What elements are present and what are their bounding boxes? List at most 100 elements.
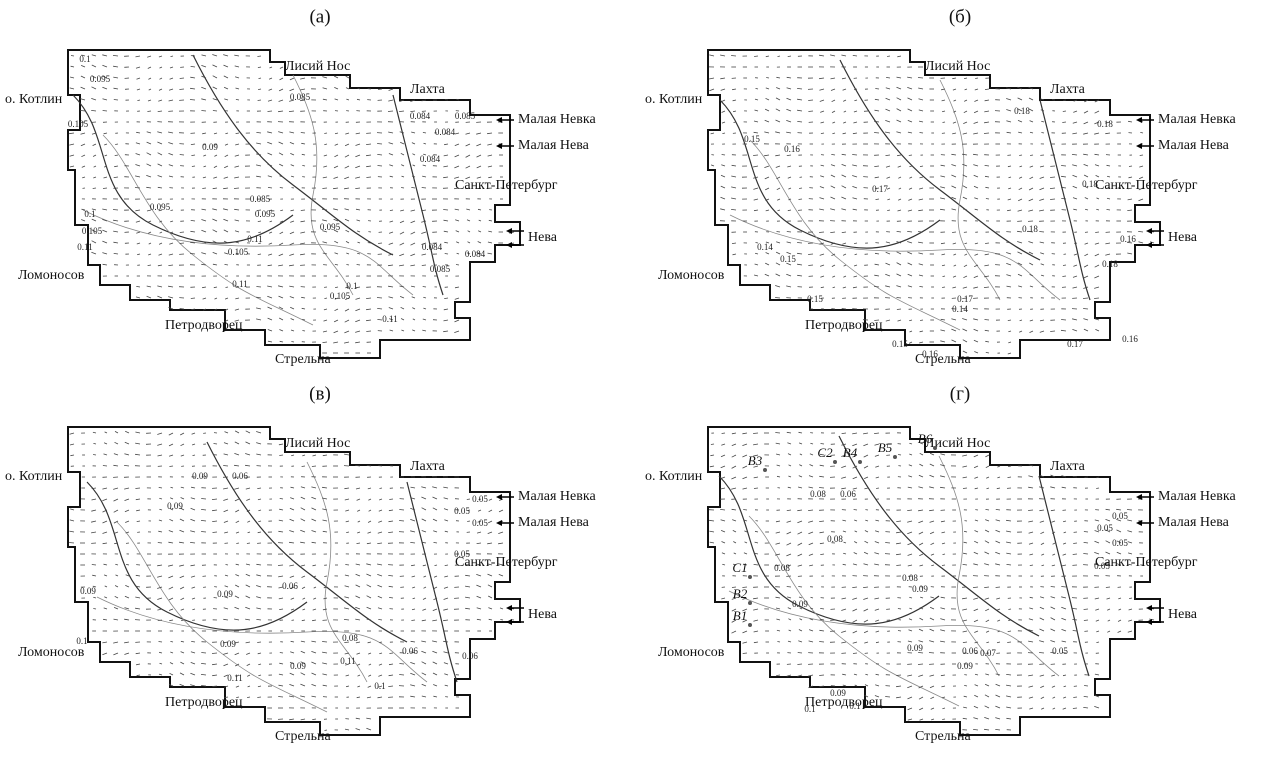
contour-label: 0.17 bbox=[957, 294, 973, 304]
flow-vector bbox=[1073, 276, 1077, 277]
flow-vector bbox=[379, 499, 382, 500]
flow-vector bbox=[212, 653, 217, 654]
flow-vector bbox=[1039, 510, 1044, 511]
flow-vector bbox=[290, 307, 294, 309]
flow-vector bbox=[898, 177, 901, 178]
flow-vector bbox=[1028, 487, 1033, 488]
flow-vector bbox=[268, 187, 272, 188]
flow-vector bbox=[235, 575, 239, 577]
flow-vector bbox=[323, 342, 328, 343]
flow-vector bbox=[102, 209, 107, 210]
flow-vector bbox=[412, 609, 415, 610]
flow-vector bbox=[489, 499, 492, 500]
flow-vector bbox=[345, 510, 349, 511]
flow-vector bbox=[909, 155, 912, 156]
flow-vector bbox=[258, 686, 261, 687]
flow-vector bbox=[357, 532, 360, 533]
flow-vector bbox=[369, 510, 371, 511]
flow-vector bbox=[314, 587, 316, 588]
flow-vector bbox=[92, 87, 97, 89]
flow-vector bbox=[820, 608, 824, 609]
flow-vector bbox=[775, 433, 780, 434]
flow-vector bbox=[1008, 166, 1011, 167]
flow-vector bbox=[423, 297, 426, 298]
flow-vector bbox=[422, 188, 426, 189]
flow-vector bbox=[1095, 598, 1099, 599]
flow-vector bbox=[754, 56, 758, 57]
flow-vector bbox=[984, 287, 989, 288]
flow-vector bbox=[114, 607, 118, 609]
flow-vector bbox=[953, 122, 956, 123]
contour-label: 0.105 bbox=[82, 226, 103, 236]
contour-label: 0.1 bbox=[84, 209, 95, 219]
flow-vector bbox=[811, 597, 814, 598]
place-name: Лисий Нос bbox=[285, 436, 350, 451]
flow-vector bbox=[920, 719, 924, 720]
flow-vector bbox=[853, 564, 857, 565]
flow-vector bbox=[291, 330, 294, 331]
flow-vector bbox=[258, 664, 261, 665]
flow-vector bbox=[732, 631, 737, 633]
flow-vector bbox=[146, 175, 151, 177]
flow-vector bbox=[279, 685, 284, 686]
flow-vector bbox=[819, 476, 824, 477]
flow-vector bbox=[488, 585, 492, 587]
flow-vector bbox=[1063, 111, 1066, 112]
flow-vector bbox=[234, 453, 239, 455]
flow-vector bbox=[478, 231, 481, 232]
flow-vector bbox=[974, 631, 978, 633]
flow-vector bbox=[400, 142, 404, 144]
flow-vector bbox=[213, 252, 217, 254]
flow-vector bbox=[1073, 209, 1077, 210]
flow-vector bbox=[234, 488, 239, 489]
flow-vector bbox=[69, 133, 74, 134]
flow-vector bbox=[775, 155, 780, 156]
flow-vector bbox=[389, 675, 393, 676]
flow-vector bbox=[468, 231, 470, 232]
flow-vector bbox=[1138, 231, 1143, 232]
station-label: B4 bbox=[843, 445, 858, 460]
flow-vector bbox=[346, 88, 349, 89]
flow-vector bbox=[390, 176, 393, 177]
flow-vector bbox=[843, 100, 846, 101]
arrow-head bbox=[496, 494, 502, 500]
flow-vector bbox=[831, 165, 835, 166]
flow-vector bbox=[291, 641, 294, 642]
flow-vector bbox=[279, 100, 283, 102]
flow-vector bbox=[203, 155, 206, 156]
flow-vector bbox=[214, 155, 217, 156]
flow-vector bbox=[135, 210, 140, 211]
flow-vector bbox=[907, 87, 912, 89]
flow-vector bbox=[356, 596, 361, 598]
contour-label: 0.05 bbox=[454, 506, 470, 516]
flow-vector bbox=[788, 188, 791, 189]
place-name: Стрельна bbox=[915, 729, 972, 744]
flow-vector bbox=[147, 142, 151, 144]
flow-vector bbox=[941, 319, 945, 320]
flow-vector bbox=[125, 510, 129, 512]
flow-vector bbox=[456, 242, 459, 243]
flow-vector bbox=[864, 564, 869, 565]
flow-vector bbox=[997, 620, 1000, 621]
flow-vector bbox=[191, 652, 195, 653]
flow-vector bbox=[379, 664, 382, 665]
flow-vector bbox=[258, 653, 261, 654]
flow-vector bbox=[290, 297, 294, 299]
flow-vector bbox=[1107, 209, 1111, 210]
flow-vector bbox=[322, 209, 327, 210]
flow-vector bbox=[368, 488, 371, 489]
flow-vector bbox=[896, 565, 901, 566]
flow-vector bbox=[181, 455, 184, 456]
flow-vector bbox=[170, 498, 173, 499]
flow-vector bbox=[776, 274, 780, 276]
flow-vector bbox=[157, 565, 162, 566]
flow-vector bbox=[401, 165, 404, 166]
flow-vector bbox=[345, 166, 349, 168]
flow-vector bbox=[235, 585, 239, 587]
place-name: Ломоносов bbox=[658, 645, 725, 660]
flow-vector bbox=[1040, 532, 1044, 534]
flow-vector bbox=[444, 309, 448, 310]
flow-vector bbox=[952, 133, 956, 134]
flow-vector bbox=[290, 508, 294, 510]
flow-vector bbox=[147, 132, 151, 133]
